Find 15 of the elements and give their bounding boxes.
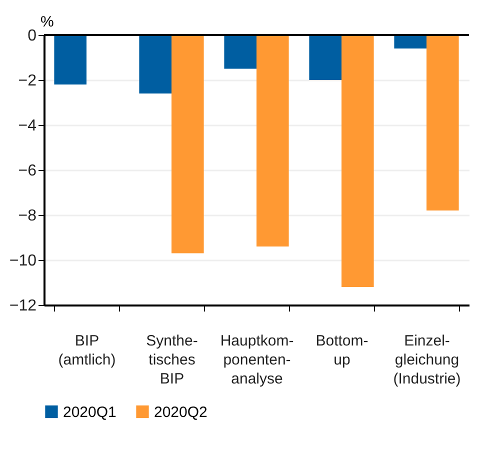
legend-label: 2020Q2 — [154, 404, 208, 421]
legend-label: 2020Q1 — [63, 404, 116, 421]
x-tick-label: Synthe- tisches BIP — [146, 332, 198, 388]
y-tick-label: −6 — [18, 162, 37, 180]
x-tick-label: BIP (amtlich) — [58, 332, 116, 368]
x-tick-label: Bottom- up — [316, 332, 368, 368]
y-tick-label: −4 — [18, 118, 37, 134]
x-tick-label: Einzel- gleichung (Industrie) — [393, 332, 461, 388]
y-tick-label: −8 — [18, 208, 37, 224]
y-axis-title: % — [40, 14, 54, 30]
y-tick-label: −10 — [9, 252, 37, 270]
y-tick-label: −2 — [18, 72, 37, 90]
x-tick-label: Hauptkom- ponenten- analyse — [220, 332, 294, 388]
y-tick-label: −12 — [9, 298, 37, 314]
y-tick-label: 0 — [28, 28, 37, 44]
